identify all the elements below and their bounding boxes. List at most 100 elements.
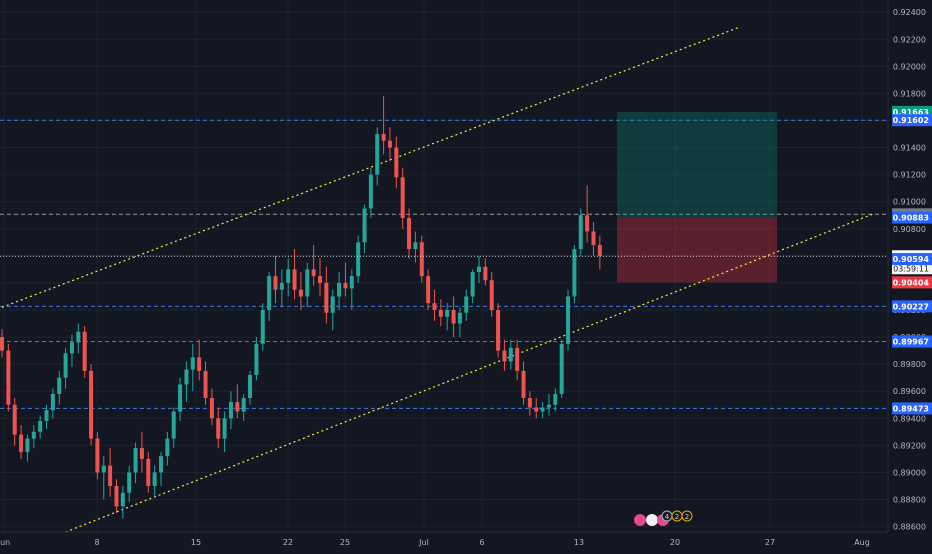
candle-body <box>483 266 488 281</box>
candle-body <box>585 215 590 232</box>
candle-body <box>108 465 113 486</box>
x-tick-label: 13 <box>574 538 584 547</box>
x-tick-label: 15 <box>191 538 201 547</box>
entry-alt-label-bg <box>892 253 932 266</box>
x-tick-label: 20 <box>670 538 680 547</box>
x-tick-label: 25 <box>340 538 350 547</box>
candle-body <box>521 370 526 398</box>
y-tick-label: 0.88800 <box>893 496 926 505</box>
candle-body <box>451 309 456 324</box>
candle-body <box>6 350 11 405</box>
candle-body <box>318 276 322 283</box>
candle-body <box>273 276 278 290</box>
event-badge-3[interactable] <box>681 510 693 522</box>
y-tick-label: 0.92400 <box>893 8 926 17</box>
event-badge-icon[interactable] <box>634 514 646 526</box>
y-tick-label: 0.92200 <box>893 35 926 44</box>
countdown-label: 03:59:11 <box>893 264 929 273</box>
candle-body <box>578 215 583 250</box>
y-tick-label: 0.92000 <box>893 62 926 71</box>
x-tick-label: 27 <box>765 538 775 547</box>
candle-body <box>286 269 291 283</box>
stop-loss-label-bg <box>892 276 932 289</box>
event-badge-1-label: 4 <box>665 513 670 521</box>
candle-body <box>432 303 437 310</box>
time-axis[interactable]: Jun 8 15 22 25 Jul 6 13 20 27 Aug <box>0 531 888 550</box>
candle-body <box>419 242 424 277</box>
event-badges[interactable]: 4 2 2 <box>634 510 693 526</box>
entry-label: 0.90883 <box>893 214 929 223</box>
candle-body <box>190 357 195 370</box>
candle-body <box>69 342 74 354</box>
candle-body <box>197 357 202 371</box>
candle-body <box>457 312 462 324</box>
candle-body <box>394 147 399 178</box>
candle-body <box>337 282 342 297</box>
candle-body <box>127 472 132 493</box>
candle-body <box>438 309 443 317</box>
candle-body <box>292 269 297 290</box>
candle-body <box>146 458 151 486</box>
candle-body <box>222 418 227 439</box>
candle-body <box>381 134 386 141</box>
candle-body <box>445 309 450 317</box>
candle-body <box>31 431 36 439</box>
y-tick-label: 0.89200 <box>893 441 926 450</box>
horizontal-levels <box>0 119 888 409</box>
candle-body <box>591 231 596 246</box>
candle-body <box>76 331 81 343</box>
candle-body <box>489 280 494 310</box>
take-profit-zone <box>617 111 777 218</box>
candle-body <box>260 309 265 344</box>
y-tick-label: 0.89800 <box>893 360 926 369</box>
level-label: 0.91602 <box>893 116 929 125</box>
candle-body <box>101 465 106 473</box>
x-tick-label: 22 <box>283 538 293 547</box>
candle-body <box>426 276 431 304</box>
candle-body <box>44 410 49 421</box>
candle-body <box>165 438 170 457</box>
event-badge-2-label: 2 <box>675 513 679 521</box>
candle-body <box>527 397 532 408</box>
stop-loss-zone <box>617 217 777 283</box>
candle-body <box>572 249 577 297</box>
candle-body <box>114 485 119 507</box>
candle-body <box>178 384 183 412</box>
candle-body <box>25 438 30 453</box>
level-label-bg <box>892 300 932 313</box>
candle-body <box>368 174 373 209</box>
x-tick-label: Jun <box>0 538 10 547</box>
candle-body <box>559 343 564 394</box>
position-tool[interactable] <box>617 111 777 283</box>
price-axis[interactable]: 0.924000.922000.920000.918000.916000.914… <box>887 0 932 550</box>
candle-body <box>400 177 405 218</box>
candle-body <box>12 404 17 435</box>
trendlines[interactable] <box>1 26 874 533</box>
candle-body <box>362 208 367 243</box>
candle-body <box>209 397 214 419</box>
candle-body <box>546 404 551 408</box>
candle-body <box>120 492 125 507</box>
y-tick-label: 0.91800 <box>893 89 926 98</box>
candle-body <box>305 269 310 297</box>
entry-alt-label: 0.90594 <box>893 255 930 264</box>
event-badge-icon[interactable] <box>646 514 658 526</box>
event-badge-3-label: 2 <box>685 513 689 521</box>
take-profit-label: 0.91663 <box>893 108 929 117</box>
candle-body <box>184 369 189 385</box>
candle-body <box>502 350 507 362</box>
candle-body <box>139 448 144 459</box>
candle-body <box>50 393 55 411</box>
x-tick-label: Jul <box>418 538 429 547</box>
candle-body <box>82 331 87 371</box>
candle-body <box>159 456 163 473</box>
candle-body <box>375 134 380 175</box>
candle-body <box>515 347 520 371</box>
candle-body <box>171 411 176 439</box>
candle-body <box>534 407 539 412</box>
candle-body <box>228 402 233 419</box>
level-label: 0.89967 <box>893 338 929 347</box>
candle-body <box>38 420 43 432</box>
